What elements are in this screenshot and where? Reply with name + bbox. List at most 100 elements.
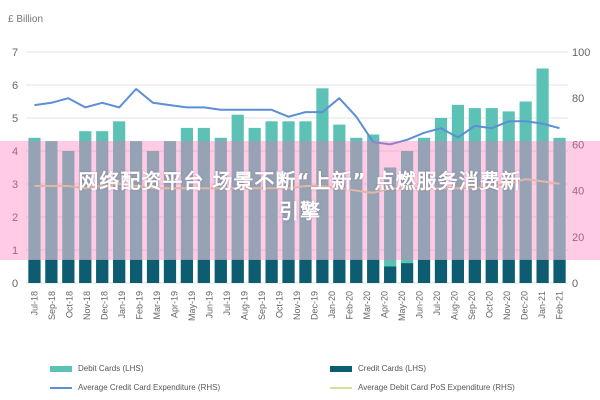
debit-card-bar [146, 151, 160, 283]
right-tick-label: 100 [572, 47, 590, 59]
debit-card-bar [333, 124, 346, 283]
left-tick-label: 7 [12, 47, 18, 59]
x-tick-label: Nov-18 [82, 291, 92, 320]
debit-card-bar [197, 127, 210, 284]
debit-card-bar [417, 137, 431, 283]
debit-card-bar [28, 137, 41, 283]
credit-card-bar [536, 259, 549, 283]
credit-card-bar [316, 259, 329, 283]
left-tick-label: 0 [12, 278, 18, 290]
x-tick-label: Oct-19 [275, 291, 285, 318]
left-tick-label: 4 [12, 146, 18, 158]
debit-card-bar [79, 131, 92, 283]
credit-card-bar [367, 259, 380, 283]
x-tick-label: Apr-20 [379, 291, 389, 318]
debit-card-bar [519, 101, 532, 283]
credit-card-bar [62, 259, 75, 283]
debit-card-bar [536, 68, 549, 283]
credit-card-bar [248, 259, 261, 283]
x-tick-label: Dec-20 [519, 291, 529, 320]
legend-item-avg-debit: Average Debit Card PoS Expenditure (RHS) [330, 383, 515, 392]
credit-card-bar [129, 259, 143, 283]
debit-card-bar [502, 111, 515, 284]
legend-label-credit: Credit Cards (LHS) [358, 364, 427, 373]
credit-card-bar [333, 259, 346, 283]
x-tick-label: Oct-18 [65, 291, 75, 318]
credit-card-bar [417, 259, 431, 283]
credit-card-bar [265, 259, 278, 283]
right-tick-label: 60 [572, 139, 584, 151]
x-tick-label: Jul-20 [432, 291, 442, 316]
left-tick-label: 2 [12, 212, 18, 224]
legend: Debit Cards (LHS) Credit Cards (LHS) Ave… [0, 356, 600, 400]
x-tick-label: Oct-20 [484, 291, 494, 318]
credit-card-bar [299, 259, 312, 283]
legend-item-debit-cards: Debit Cards (LHS) [50, 364, 143, 373]
x-tick-label: Feb-19 [135, 291, 145, 320]
debit-card-bar [282, 121, 295, 283]
debit-card-bar [180, 127, 194, 284]
x-tick-label: May-19 [187, 291, 197, 321]
left-axis-unit-label: £ Billion [8, 14, 43, 25]
debit-card-bar [434, 118, 448, 283]
debit-card-bar [214, 137, 227, 283]
credit-card-bar [519, 259, 532, 283]
credit-card-bar [180, 259, 194, 283]
debit-card-bar [400, 151, 414, 283]
x-tick-label: Apr-19 [170, 291, 180, 318]
debit-card-bar [553, 137, 566, 283]
credit-card-bar [282, 259, 295, 283]
avg-credit-expenditure-line [34, 88, 560, 146]
x-tick-label: Nov-19 [292, 291, 302, 320]
x-tick-label: Jan-19 [117, 291, 127, 319]
credit-card-bar [231, 259, 244, 283]
x-tick-label: Nov-20 [502, 291, 512, 320]
line-series [34, 88, 560, 194]
debit-card-bar [367, 134, 380, 283]
right-tick-label: 40 [572, 186, 584, 198]
left-tick-label: 6 [12, 80, 18, 92]
right-tick-label: 0 [572, 278, 578, 290]
debit-card-bar [350, 137, 363, 283]
overlay-banner-text: 网络配资平台 场景不断“上新” 点燃服务消费新 引擎 [6, 166, 594, 226]
right-tick-label: 80 [572, 93, 584, 105]
legend-label-avg-debit: Average Debit Card PoS Expenditure (RHS) [358, 383, 515, 392]
x-tick-label: Sep-20 [467, 291, 477, 320]
x-tick-label: Sep-18 [47, 291, 57, 320]
credit-card-bar [502, 259, 515, 283]
x-tick-label: Jul-18 [30, 291, 40, 316]
left-tick-label: 1 [12, 245, 18, 257]
credit-card-bar [146, 259, 160, 283]
right-tick-label: 20 [572, 232, 584, 244]
legend-item-avg-credit: Average Credit Card Expenditure (RHS) [50, 383, 220, 392]
x-tick-label: Feb-20 [344, 291, 354, 320]
debit-card-bar [62, 151, 75, 283]
debit-card-bar [485, 108, 498, 283]
debit-card-bar [468, 108, 481, 283]
credit-card-bar [468, 259, 481, 283]
credit-card-bar [553, 259, 566, 283]
credit-card-bar [79, 259, 92, 283]
credit-card-bar [45, 259, 58, 283]
credit-card-bar [400, 263, 414, 283]
credit-card-bar [384, 266, 397, 283]
x-tick-label: Jun-19 [205, 291, 215, 319]
credit-card-bar [163, 259, 177, 283]
debit-card-bar [384, 167, 397, 283]
x-tick-label: Jan-20 [327, 291, 337, 319]
legend-swatch-avg-credit [50, 386, 72, 389]
x-tick-label: Mar-19 [152, 291, 162, 320]
debit-card-bar [96, 131, 109, 283]
legend-swatch-avg-debit [330, 386, 352, 389]
x-tick-label: Dec-19 [309, 291, 319, 320]
credit-card-bar [485, 259, 498, 283]
debit-card-bar [299, 121, 312, 283]
debit-card-bar [231, 114, 244, 283]
legend-label-debit: Debit Cards (LHS) [78, 364, 144, 373]
legend-item-credit-cards: Credit Cards (LHS) [330, 364, 426, 373]
debit-card-bar [451, 104, 465, 283]
credit-card-bar [96, 259, 109, 283]
credit-card-bar [350, 259, 363, 283]
x-tick-label: Jul-19 [222, 291, 232, 316]
